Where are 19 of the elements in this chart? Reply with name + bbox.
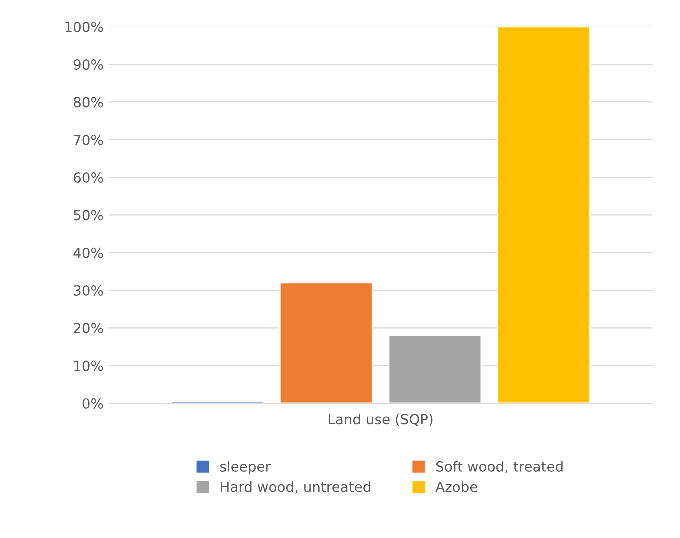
legend-label: Soft wood, treated [436, 461, 563, 474]
y-tick-label: 50% [74, 210, 104, 221]
y-tick-label: 10% [74, 360, 104, 372]
y-tick-label: 20% [74, 323, 104, 334]
y-tick-label: 100% [66, 22, 104, 32]
legend-label: Hard wood, untreated [221, 482, 370, 494]
y-tick-label: 40% [74, 248, 104, 258]
x-axis-title: Land use (SQP) [329, 414, 433, 426]
legend-label: sleeper [220, 461, 271, 475]
y-tick-label: 80% [74, 97, 104, 108]
bar [388, 335, 482, 404]
y-tick-label: 90% [74, 60, 104, 70]
y-tick-label: 70% [74, 134, 104, 146]
legend-label: Azobe [436, 482, 478, 492]
y-tick-label: 30% [74, 285, 104, 296]
bar [279, 282, 374, 404]
bar [497, 26, 591, 404]
y-tick-label: 60% [74, 172, 104, 184]
y-tick-label: 0% [82, 398, 104, 409]
